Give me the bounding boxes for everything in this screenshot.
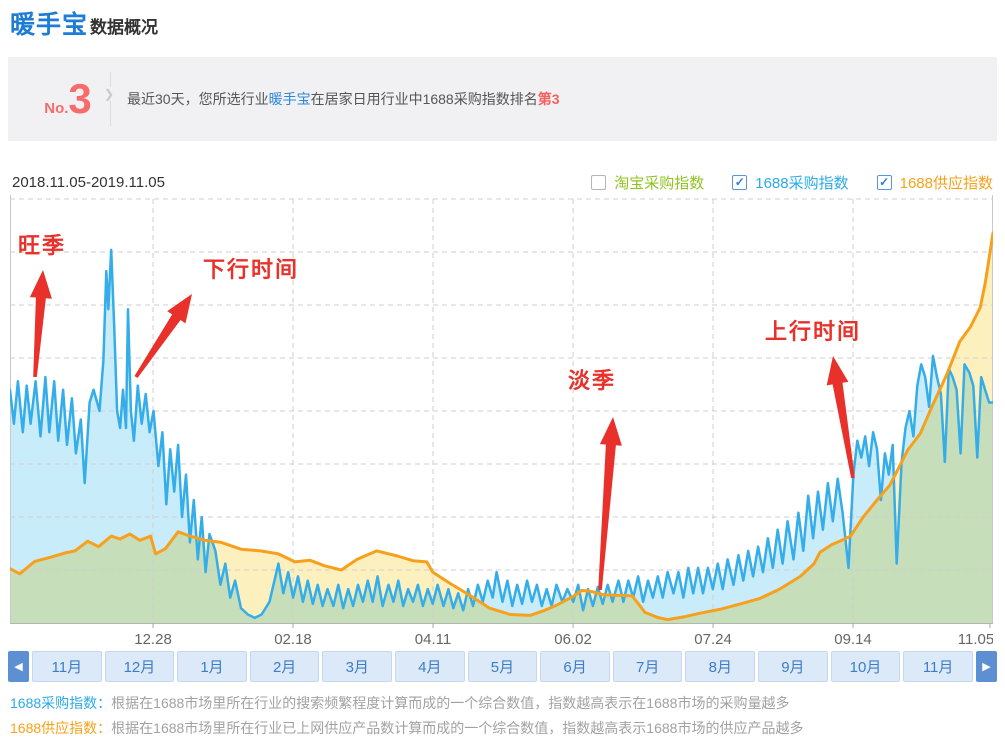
date-range-label: 2018.11.05-2019.11.05 bbox=[12, 174, 165, 191]
x-tick-label: 07.24 bbox=[694, 631, 732, 648]
month-cell-1[interactable]: 12月 bbox=[104, 651, 175, 682]
month-cell-5[interactable]: 4月 bbox=[395, 651, 465, 682]
month-cell-7[interactable]: 6月 bbox=[540, 651, 610, 682]
rank-text-middle: 在居家日用行业中1688采购指数排名 bbox=[310, 91, 538, 107]
rank-banner: No. 3 ❯ 最近30天，您所选行业暖手宝在居家日用行业中1688采购指数排名… bbox=[8, 57, 997, 141]
x-tick-label: 12.28 bbox=[134, 631, 172, 648]
month-cell-6[interactable]: 5月 bbox=[467, 651, 538, 682]
annotation-label: 下行时间 bbox=[203, 257, 299, 283]
month-prev-button[interactable]: ◀ bbox=[8, 651, 29, 682]
x-tick-label: 02.18 bbox=[274, 631, 312, 648]
month-cell-10[interactable]: 9月 bbox=[758, 651, 828, 682]
annotation-arrow bbox=[134, 294, 192, 378]
rank-no-label: No. bbox=[44, 100, 69, 117]
legend-label[interactable]: 1688采购指数 bbox=[755, 175, 849, 192]
footer-note-label: 1688采购指数： bbox=[10, 695, 112, 711]
month-cell-9[interactable]: 8月 bbox=[685, 651, 756, 682]
rank-number: No. 3 bbox=[32, 78, 104, 120]
month-cell-3[interactable]: 2月 bbox=[249, 651, 320, 682]
x-tick-label: 06.02 bbox=[554, 631, 592, 648]
page-title: 暖手宝 数据概况 bbox=[10, 5, 158, 41]
purchase-index-line bbox=[10, 248, 993, 620]
legend-item-1[interactable]: ✓ 1688采购指数 bbox=[732, 172, 849, 193]
title-keyword: 暖手宝 bbox=[10, 11, 89, 39]
footer-note-label: 1688供应指数： bbox=[10, 720, 112, 736]
legend-label[interactable]: 淘宝采购指数 bbox=[614, 175, 705, 192]
annotation-label: 上行时间 bbox=[765, 319, 861, 345]
footer-notes: 1688采购指数：根据在1688市场里所在行业的搜索频繁程度计算而成的一个综合数… bbox=[10, 691, 803, 741]
x-tick-label: 11.05 bbox=[958, 631, 993, 648]
checkbox-checked-icon[interactable]: ✓ bbox=[732, 175, 748, 190]
rank-text-keyword: 暖手宝 bbox=[268, 91, 311, 107]
checkbox-unchecked-icon[interactable] bbox=[591, 175, 607, 190]
trend-chart-svg: 12.28 02.18 04.11 06.02 07.24 09.14 11.05 旺季下行时… bbox=[10, 195, 993, 648]
month-cell-4[interactable]: 3月 bbox=[322, 651, 393, 682]
month-cell-2[interactable]: 1月 bbox=[177, 651, 247, 682]
chevron-right-icon: ❯ bbox=[104, 87, 115, 101]
month-bar: ◀ 11月 12月 1月 2月 3月 4月 5月 6月 7月 8月 9月 10月 11月 ▶ bbox=[8, 651, 997, 682]
purchase-index-area bbox=[10, 249, 993, 623]
month-cell-8[interactable]: 7月 bbox=[612, 651, 683, 682]
annotation-label: 旺季 bbox=[18, 233, 66, 259]
checkbox-checked-icon[interactable]: ✓ bbox=[876, 175, 892, 190]
x-tick-label: 04.11 bbox=[415, 631, 451, 648]
chart-header: 2018.11.05-2019.11.05 淘宝采购指数 ✓ 1688采购指数 ✓ 16… bbox=[12, 172, 993, 193]
legend-label[interactable]: 1688供应指数 bbox=[899, 175, 993, 192]
trend-chart: 12.28 02.18 04.11 06.02 07.24 09.14 11.05 旺季下行时… bbox=[10, 195, 993, 651]
annotation-arrow bbox=[826, 356, 855, 479]
footer-note-1: 1688供应指数：根据在1688市场里所在行业已上网供应产品数计算而成的一个综合… bbox=[10, 716, 803, 741]
month-cell-0[interactable]: 11月 bbox=[32, 651, 102, 682]
footer-note-desc: 根据在1688市场里所在行业已上网供应产品数计算而成的一个综合数值，指数越高表示… bbox=[111, 720, 804, 736]
rank-divider: ❯ bbox=[104, 72, 115, 126]
annotation-arrow bbox=[29, 270, 52, 378]
supply-index-line bbox=[10, 231, 993, 622]
chart-legend: 淘宝采购指数 ✓ 1688采购指数 ✓ 1688供应指数 bbox=[591, 172, 993, 193]
rank-value: 3 bbox=[68, 75, 92, 122]
x-tick-label: 09.14 bbox=[834, 631, 872, 648]
rank-description: 最近30天，您所选行业暖手宝在居家日用行业中1688采购指数排名第3 bbox=[127, 89, 560, 109]
footer-note-0: 1688采购指数：根据在1688市场里所在行业的搜索频繁程度计算而成的一个综合数… bbox=[10, 691, 803, 716]
rank-text-before: 最近30天，您所选行业 bbox=[127, 91, 269, 107]
legend-item-0[interactable]: 淘宝采购指数 bbox=[591, 172, 704, 193]
rank-text-rank: 第3 bbox=[537, 91, 560, 107]
legend-item-2[interactable]: ✓ 1688供应指数 bbox=[876, 172, 993, 193]
annotation-label: 淡季 bbox=[568, 368, 616, 394]
footer-note-desc: 根据在1688市场里所在行业的搜索频繁程度计算而成的一个综合数值，指数越高表示在… bbox=[111, 695, 790, 711]
month-cell-11[interactable]: 10月 bbox=[830, 651, 901, 682]
month-next-button[interactable]: ▶ bbox=[975, 651, 997, 682]
annotation-arrow bbox=[598, 417, 622, 591]
title-suffix: 数据概况 bbox=[90, 18, 159, 37]
month-cell-12[interactable]: 11月 bbox=[903, 651, 973, 682]
